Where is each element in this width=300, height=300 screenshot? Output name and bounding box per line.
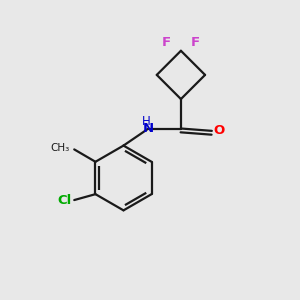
Text: CH₃: CH₃ <box>51 143 70 153</box>
Text: N: N <box>143 122 154 135</box>
Text: Cl: Cl <box>57 194 71 207</box>
Text: H: H <box>142 115 151 128</box>
Text: F: F <box>190 36 200 49</box>
Text: F: F <box>162 36 171 49</box>
Text: O: O <box>214 124 225 137</box>
